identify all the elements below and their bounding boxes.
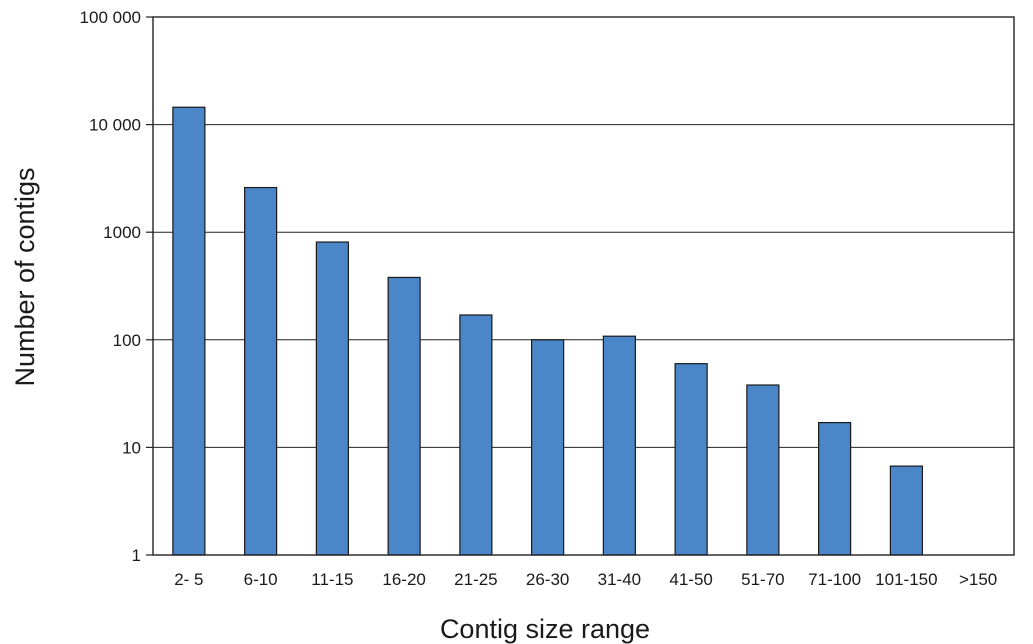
x-tick-label: 41-50 [669, 570, 712, 589]
bar [531, 339, 565, 556]
bar [244, 186, 278, 556]
bar [674, 363, 708, 556]
plot-frame [152, 16, 1015, 556]
bar [818, 422, 852, 556]
y-axis-title: Number of contigs [10, 167, 40, 386]
bar [459, 314, 493, 556]
bar [889, 465, 923, 556]
x-tick-label: 101-150 [875, 570, 937, 589]
y-tick-label: 10 000 [89, 116, 141, 135]
bars [172, 106, 923, 556]
bar [746, 384, 780, 556]
bar [315, 241, 349, 556]
y-tick-label: 100 [113, 331, 141, 350]
y-tick-label: 100 000 [80, 8, 141, 27]
x-tick-label: 6-10 [244, 570, 278, 589]
x-tick-label: >150 [959, 570, 997, 589]
y-tick-label: 1000 [103, 223, 141, 242]
x-tick-label: 31-40 [598, 570, 641, 589]
y-tick-label: 1 [132, 546, 141, 565]
x-tick-label: 26-30 [526, 570, 569, 589]
bar [387, 276, 421, 556]
x-tick-labels: 2- 5 6-10 11-15 16-20 21-25 26-30 31-40 41-50 51… [174, 570, 997, 589]
y-tick-labels: 1 10 100 1000 10 000 100 000 [80, 8, 141, 565]
bar [172, 106, 206, 556]
x-tick-label: 16-20 [382, 570, 425, 589]
gridlines [153, 124, 1014, 448]
axes [146, 16, 1015, 556]
x-tick-label: 21-25 [454, 570, 497, 589]
x-axis-title: Contig size range [440, 614, 650, 644]
bar [602, 335, 636, 556]
x-tick-label: 11-15 [311, 570, 353, 589]
x-tick-label: 51-70 [741, 570, 784, 589]
x-tick-label: 2- 5 [174, 570, 203, 589]
y-tick-label: 10 [122, 438, 141, 457]
x-tick-label: 71-100 [808, 570, 861, 589]
